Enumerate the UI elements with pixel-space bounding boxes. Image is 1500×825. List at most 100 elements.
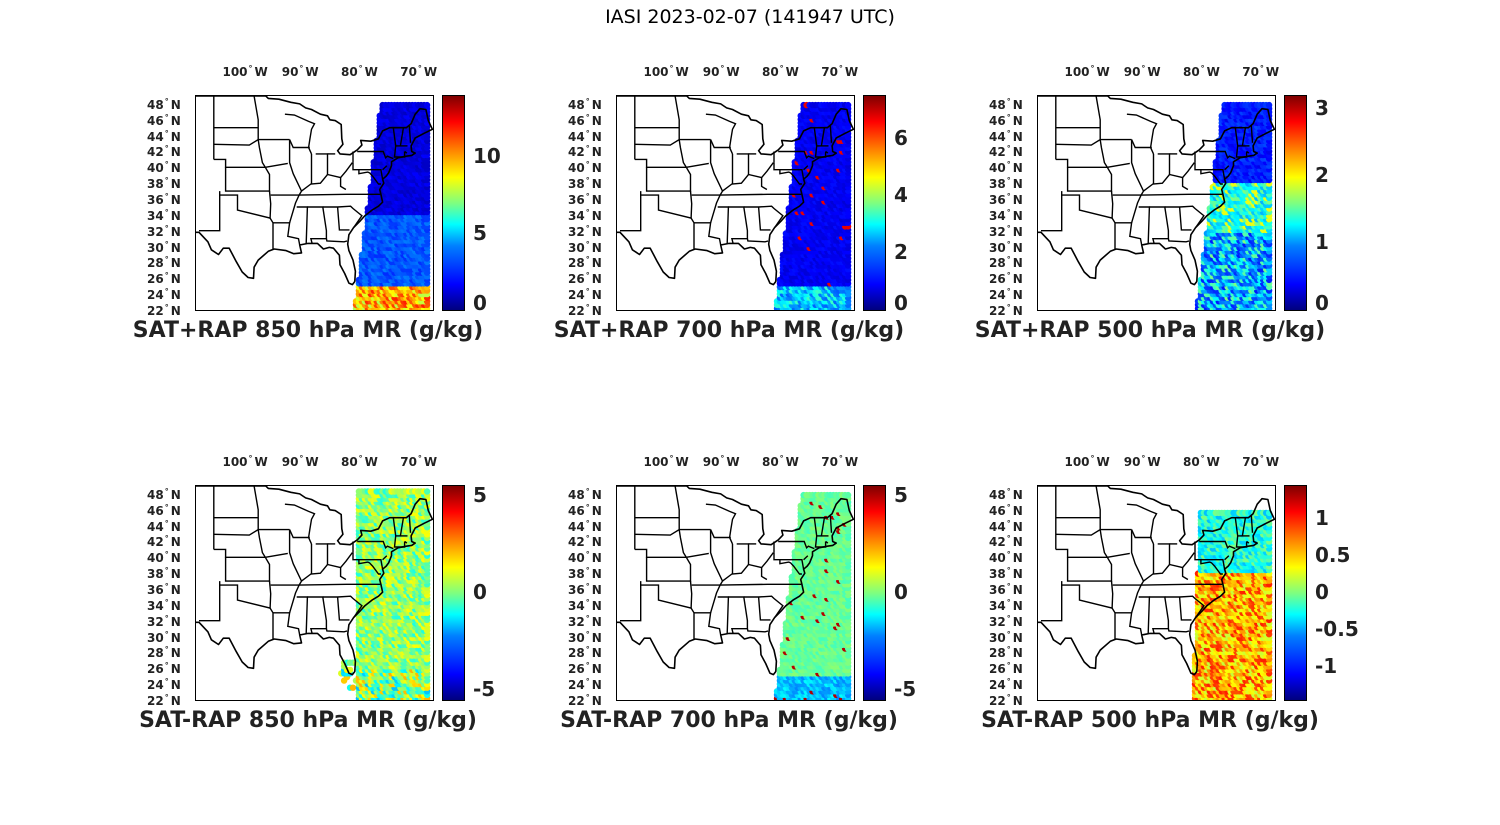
lat-tick-label: 46° N [147,112,181,127]
lon-tick-label: 90° W [282,454,319,469]
lat-suffix: N [1012,646,1023,661]
lat-tick-label: 24° N [147,286,181,301]
map-canvas [617,96,854,310]
lat-suffix: N [1012,240,1023,255]
lat-value: 30 [989,630,1006,645]
lat-value: 30 [147,240,164,255]
state-borders [620,486,833,639]
degree-symbol: ° [248,454,253,463]
lon-tick-label: 70° W [400,454,437,469]
colorbar-tick-label: 0 [473,291,487,315]
degree-symbol: ° [164,645,169,655]
lat-suffix: N [170,567,181,582]
lat-suffix: N [591,646,602,661]
lat-value: 46 [989,113,1006,128]
degree-symbol: ° [164,144,169,154]
map-frame[interactable] [616,485,855,701]
lat-value: 32 [147,224,164,239]
lat-tick-label: 36° N [147,581,181,596]
degree-symbol: ° [1006,303,1011,312]
lon-tick-label: 90° W [703,64,740,79]
degree-symbol: ° [585,566,590,576]
degree-symbol: ° [164,112,169,122]
lat-value: 28 [568,646,585,661]
lat-value: 26 [147,662,164,677]
lat-value: 36 [147,193,164,208]
degree-symbol: ° [164,176,169,186]
lon-value: 90 [281,65,299,79]
lon-tick-label: 100° W [1064,64,1109,79]
lat-suffix: N [1012,177,1023,192]
lon-value: 90 [702,65,720,79]
lat-suffix: N [591,161,602,176]
degree-symbol: ° [720,64,725,73]
lat-suffix: N [1012,535,1023,550]
colorbar-tick-label: 1 [1315,230,1329,255]
degree-symbol: ° [358,64,363,73]
figure-title: IASI 2023-02-07 (141947 UTC) [605,6,895,28]
lat-value: 30 [568,630,585,645]
lat-tick-label: 48° N [568,486,602,501]
degree-symbol: ° [1006,629,1011,639]
lat-tick-label: 26° N [989,660,1023,675]
degree-symbol: ° [164,128,169,138]
lat-tick-label: 38° N [568,175,602,190]
lat-suffix: N [170,646,181,661]
degree-symbol: ° [1006,534,1011,544]
lat-suffix: N [591,272,602,287]
lat-tick-label: 22° N [568,302,602,317]
degree-symbol: ° [585,629,590,639]
lat-suffix: N [591,288,602,303]
colorbar-tick-label: 0 [894,580,908,604]
lat-suffix: N [170,256,181,271]
lat-tick-label: 28° N [568,254,602,269]
lon-value: 70 [400,455,417,469]
lon-tick-label: 80° W [341,64,378,79]
satellite-swath [773,491,852,700]
lon-value: 90 [1123,455,1141,469]
lat-value: 26 [989,272,1006,287]
lon-suffix: W [423,455,438,469]
lat-suffix: N [591,583,602,598]
lat-tick-label: 26° N [147,660,181,675]
lat-suffix: N [591,177,602,192]
degree-symbol: ° [1141,454,1146,463]
degree-symbol: ° [585,271,590,281]
map-canvas [1038,486,1275,700]
lon-suffix: W [675,65,689,79]
lat-suffix: N [1012,614,1023,629]
lat-tick-label: 42° N [989,143,1023,158]
lat-suffix: N [1012,145,1023,160]
lat-tick-label: 44° N [989,518,1023,533]
coastline [1038,486,1275,676]
map-frame[interactable] [1037,95,1276,311]
degree-symbol: ° [1006,144,1011,154]
lat-value: 48 [147,97,164,112]
map-frame[interactable] [195,485,434,701]
lat-value: 46 [568,503,585,518]
map-frame[interactable] [616,95,855,311]
degree-symbol: ° [1006,255,1011,265]
map-canvas [196,486,433,700]
lat-value: 42 [147,535,164,550]
degree-symbol: ° [779,64,784,73]
lat-tick-label: 28° N [989,254,1023,269]
lat-value: 24 [989,288,1006,303]
lat-tick-label: 22° N [147,692,181,707]
degree-symbol: ° [1259,454,1264,463]
lat-tick-label: 30° N [147,239,181,254]
degree-symbol: ° [1200,454,1205,463]
map-frame[interactable] [195,95,434,311]
lon-tick-label: 70° W [400,64,437,79]
degree-symbol: ° [585,693,590,702]
lat-value: 42 [989,535,1006,550]
degree-symbol: ° [164,96,169,106]
degree-symbol: ° [164,693,169,702]
lat-value: 38 [989,177,1006,192]
lon-suffix: W [726,455,740,469]
lon-suffix: W [1147,455,1161,469]
lat-tick-label: 40° N [147,549,181,564]
lat-tick-label: 26° N [147,270,181,285]
map-frame[interactable] [1037,485,1276,701]
degree-symbol: ° [164,223,169,233]
